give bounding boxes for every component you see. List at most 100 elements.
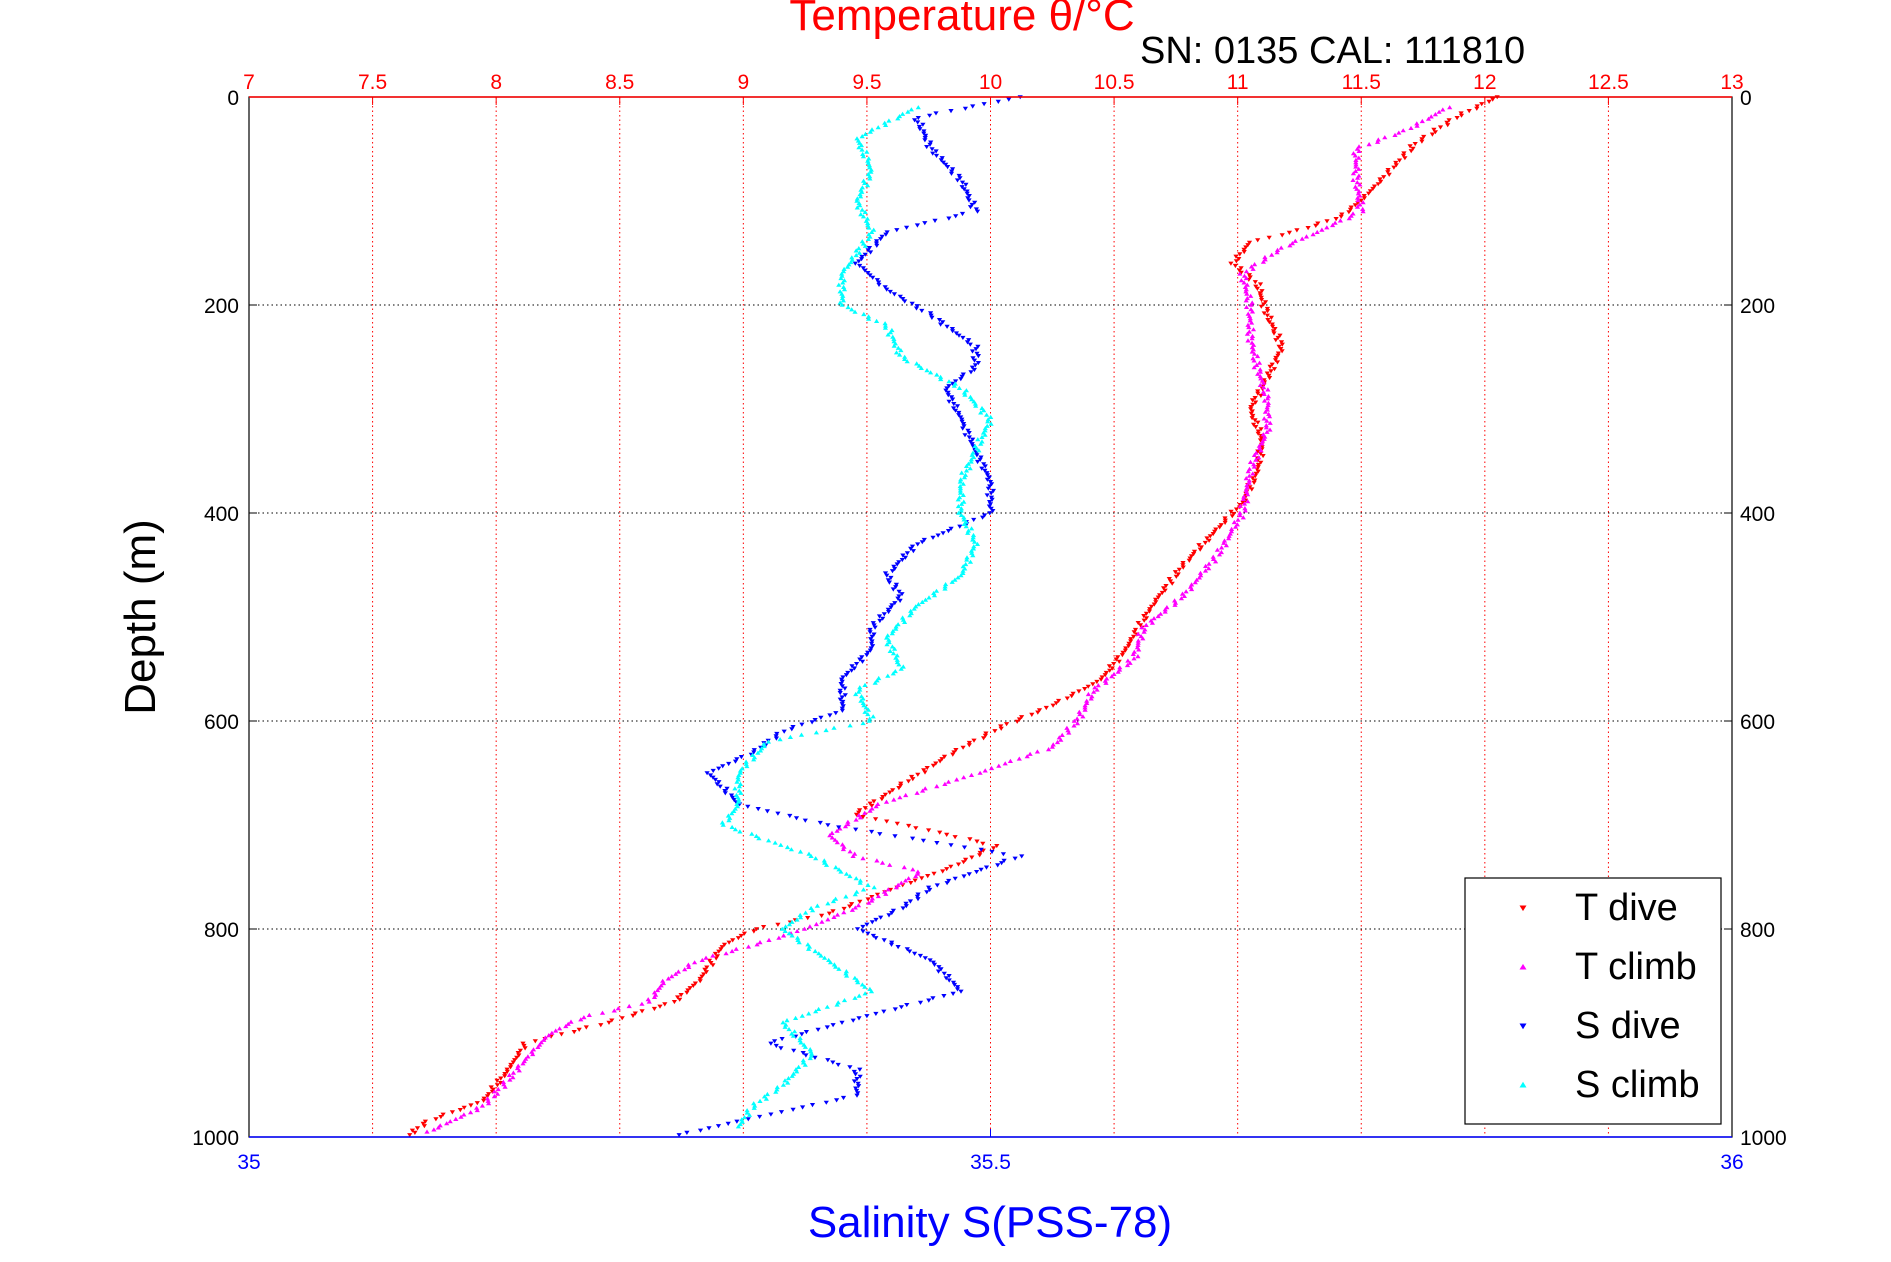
data-point	[1274, 247, 1281, 252]
data-point	[1197, 547, 1203, 552]
data-point	[966, 435, 972, 440]
data-point	[830, 1023, 836, 1028]
data-point	[1262, 300, 1269, 305]
data-point	[954, 987, 961, 992]
temperature-axis: 7 7.5 8 8.5 9 9.5 10 10.5 11 11.5 12 12.5 13	[243, 71, 1744, 105]
data-point	[1135, 631, 1141, 636]
data-point	[799, 1013, 805, 1018]
data-point	[830, 1060, 836, 1065]
data-point	[1203, 563, 1209, 568]
data-point	[938, 374, 944, 379]
data-point	[744, 764, 750, 769]
data-point	[1428, 114, 1434, 119]
data-point	[772, 840, 778, 845]
data-point	[807, 1055, 813, 1061]
data-point	[729, 948, 735, 954]
data-point	[761, 741, 767, 746]
data-point	[912, 878, 918, 883]
data-point	[831, 725, 837, 730]
data-point	[897, 352, 903, 357]
data-point	[982, 426, 988, 431]
data-point	[890, 908, 896, 913]
data-point	[929, 315, 935, 320]
data-point	[961, 860, 967, 865]
data-point	[812, 1055, 818, 1060]
data-point	[776, 935, 782, 940]
data-point	[812, 718, 818, 723]
data-point	[886, 610, 892, 615]
data-point	[1228, 261, 1234, 266]
data-point	[1222, 516, 1228, 521]
data-point	[1187, 556, 1193, 561]
data-point	[967, 342, 973, 347]
data-point	[736, 797, 742, 802]
data-point	[655, 987, 661, 993]
data-point	[919, 308, 925, 313]
data-point	[885, 607, 891, 612]
data-point	[865, 271, 871, 276]
data-point	[882, 285, 888, 290]
data-point	[1217, 525, 1223, 530]
data-point	[1050, 703, 1056, 708]
data-point	[840, 704, 846, 709]
data-point	[934, 784, 940, 789]
data-point	[970, 535, 976, 540]
data-point	[773, 734, 779, 739]
data-point	[1241, 280, 1247, 285]
data-point	[862, 180, 868, 185]
data-point	[1250, 266, 1256, 271]
data-point	[845, 305, 851, 310]
data-point	[716, 949, 722, 954]
data-point	[697, 976, 703, 982]
data-point	[860, 721, 866, 726]
data-point	[515, 1051, 521, 1056]
data-point	[839, 708, 845, 713]
data-point	[889, 940, 895, 945]
data-point	[872, 680, 878, 685]
data-point	[895, 345, 901, 350]
data-point	[1240, 515, 1246, 520]
data-point	[869, 641, 875, 646]
data-point	[751, 748, 757, 753]
data-point	[676, 1133, 682, 1138]
data-point	[1353, 164, 1359, 169]
data-point	[1360, 200, 1366, 205]
data-point	[1172, 602, 1178, 607]
data-point	[1124, 662, 1131, 668]
data-point	[998, 724, 1004, 729]
data-point	[1375, 182, 1381, 187]
data-point	[973, 403, 979, 408]
data-point	[1242, 508, 1248, 513]
data-point	[910, 549, 916, 554]
data-point	[956, 413, 962, 418]
data-point	[794, 928, 800, 933]
data-point	[891, 343, 897, 348]
data-point	[928, 313, 934, 318]
data-point	[870, 714, 876, 719]
data-point	[1210, 554, 1216, 559]
data-point	[1151, 616, 1157, 621]
legend-box	[1464, 877, 1722, 1125]
data-point	[978, 867, 984, 872]
data-point	[508, 1065, 514, 1070]
data-point	[856, 993, 862, 998]
data-point	[862, 252, 868, 257]
data-point	[945, 393, 951, 398]
data-point	[1319, 227, 1325, 232]
data-point	[1183, 589, 1189, 594]
data-point	[1188, 554, 1195, 559]
data-point	[557, 1026, 563, 1031]
data-point	[1126, 644, 1132, 649]
data-point	[753, 833, 759, 838]
data-point	[903, 904, 909, 909]
data-point	[1257, 367, 1263, 372]
data-point	[1034, 749, 1040, 754]
data-point	[940, 531, 946, 536]
data-point	[706, 1126, 712, 1131]
data-point	[886, 637, 892, 642]
data-point	[704, 965, 710, 970]
data-point	[1141, 618, 1147, 623]
data-point	[734, 757, 740, 762]
data-point	[874, 858, 880, 863]
